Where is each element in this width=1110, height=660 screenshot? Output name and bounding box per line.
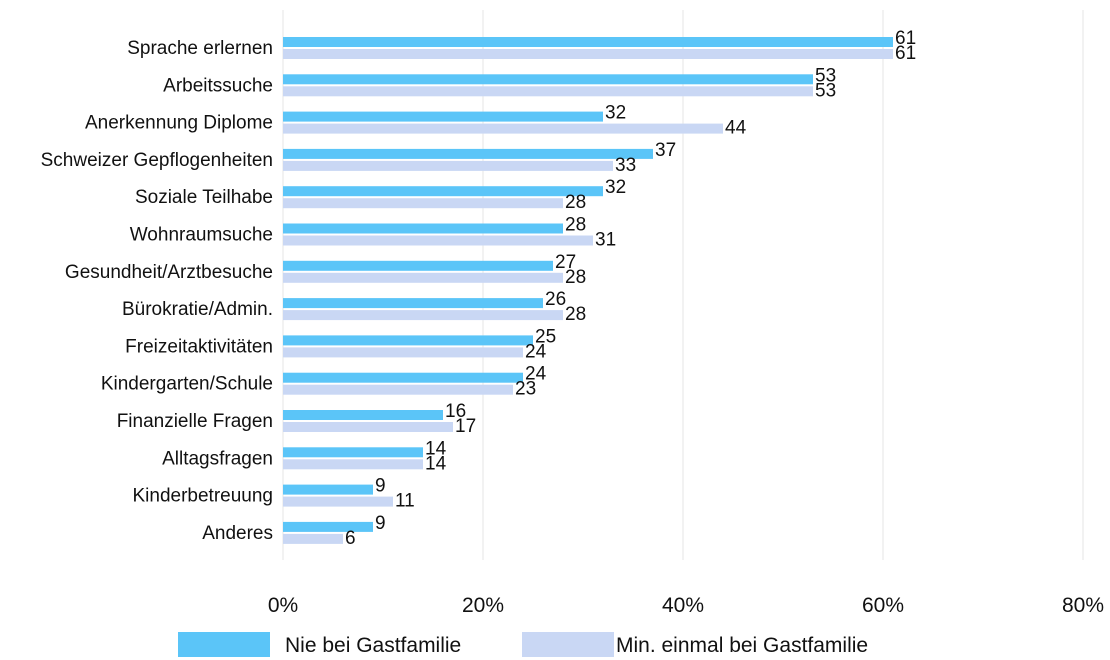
bar-nie-bei-gastfamilie: [283, 111, 603, 122]
bar-min-einmal-bei-gastfamilie: [283, 310, 563, 321]
data-label: 28: [565, 192, 586, 213]
bar-nie-bei-gastfamilie: [283, 74, 813, 85]
legend-label: Nie bei Gastfamilie: [285, 634, 461, 657]
x-tick-label: 20%: [462, 594, 504, 617]
bar-nie-bei-gastfamilie: [283, 260, 553, 271]
bar-min-einmal-bei-gastfamilie: [283, 198, 563, 209]
bar-min-einmal-bei-gastfamilie: [283, 235, 593, 246]
legend-label: Min. einmal bei Gastfamilie: [616, 634, 868, 657]
data-label: 25: [535, 326, 556, 347]
legend-swatch: [522, 632, 614, 657]
data-label: 24: [525, 364, 547, 385]
x-axis-ticks: 0% 20% 40% 60% 80%: [268, 594, 1104, 617]
category-label: Gesundheit/Arztbesuche: [65, 262, 273, 283]
category-label: Kinderbetreuung: [133, 486, 274, 507]
category-label: Soziale Teilhabe: [135, 187, 273, 208]
x-tick-label: 0%: [268, 594, 298, 617]
bar-nie-bei-gastfamilie: [283, 410, 443, 420]
bar-min-einmal-bei-gastfamilie: [283, 533, 343, 544]
category-label: Bürokratie/Admin.: [122, 299, 273, 320]
data-label: 14: [425, 453, 447, 474]
bar-min-einmal-bei-gastfamilie: [283, 496, 393, 507]
category-label: Sprache erlernen: [127, 38, 273, 59]
bar-min-einmal-bei-gastfamilie: [283, 86, 813, 97]
bar-min-einmal-bei-gastfamilie: [283, 459, 423, 470]
data-labels: 6161535332443733322828312728262825242423…: [345, 28, 916, 549]
bar-min-einmal-bei-gastfamilie: [283, 272, 563, 283]
legend-swatch: [178, 632, 270, 657]
data-label: 44: [725, 118, 747, 139]
x-tick-label: 60%: [862, 594, 904, 617]
category-label: Freizeitaktivitäten: [125, 336, 273, 357]
data-label: 14: [425, 438, 447, 459]
data-label: 16: [445, 401, 466, 422]
bar-min-einmal-bei-gastfamilie: [283, 384, 513, 395]
category-label: Anderes: [202, 523, 273, 544]
data-label: 9: [375, 476, 386, 497]
data-label: 26: [545, 289, 566, 310]
bar-min-einmal-bei-gastfamilie: [283, 422, 453, 432]
data-label: 28: [565, 215, 586, 236]
category-label: Schweizer Gepflogenheiten: [41, 150, 273, 171]
bar-min-einmal-bei-gastfamilie: [283, 49, 893, 59]
category-label: Finanzielle Fragen: [117, 411, 273, 432]
category-label: Wohnraumsuche: [130, 225, 273, 246]
x-tick-label: 40%: [662, 594, 704, 617]
bar-nie-bei-gastfamilie: [283, 186, 603, 197]
data-label: 23: [515, 379, 536, 400]
data-label: 53: [815, 80, 836, 101]
bar-min-einmal-bei-gastfamilie: [283, 123, 723, 134]
data-label: 6: [345, 528, 356, 549]
data-label: 53: [815, 65, 836, 86]
bar-nie-bei-gastfamilie: [283, 37, 893, 47]
data-label: 27: [555, 252, 576, 273]
bar-min-einmal-bei-gastfamilie: [283, 160, 613, 171]
bar-nie-bei-gastfamilie: [283, 335, 533, 346]
bar-nie-bei-gastfamilie: [283, 521, 373, 532]
data-label: 32: [605, 177, 626, 198]
data-label: 11: [395, 491, 415, 512]
data-label: 61: [895, 43, 916, 64]
category-labels: Sprache erlernen Arbeitssuche Anerkennung …: [41, 38, 273, 544]
bar-nie-bei-gastfamilie: [283, 484, 373, 495]
bars: [283, 37, 893, 544]
bar-nie-bei-gastfamilie: [283, 372, 523, 383]
category-label: Alltagsfragen: [162, 448, 273, 469]
legend: Nie bei Gastfamilie Min. einmal bei Gastf…: [178, 632, 868, 657]
data-label: 17: [455, 416, 476, 437]
data-label: 33: [615, 155, 636, 176]
category-label: Kindergarten/Schule: [101, 374, 273, 395]
bar-nie-bei-gastfamilie: [283, 148, 653, 159]
bar-nie-bei-gastfamilie: [283, 298, 543, 309]
data-label: 9: [375, 513, 386, 534]
data-label: 31: [595, 230, 616, 251]
data-label: 61: [895, 28, 916, 49]
data-label: 28: [565, 304, 586, 325]
bar-nie-bei-gastfamilie: [283, 223, 563, 234]
data-label: 37: [655, 140, 676, 161]
category-label: Arbeitssuche: [163, 75, 273, 96]
category-label: Anerkennung Diplome: [85, 113, 273, 134]
bar-nie-bei-gastfamilie: [283, 447, 423, 458]
data-label: 28: [565, 267, 586, 288]
data-label: 32: [605, 103, 626, 124]
bar-min-einmal-bei-gastfamilie: [283, 347, 523, 358]
data-label: 24: [525, 341, 547, 362]
x-tick-label: 80%: [1062, 594, 1104, 617]
